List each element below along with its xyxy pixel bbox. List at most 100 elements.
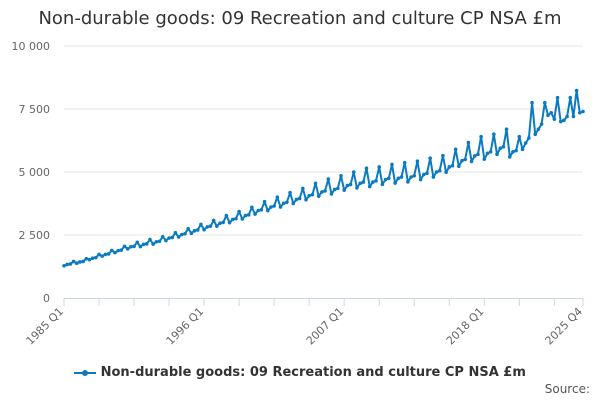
data-point (549, 110, 553, 115)
data-point (571, 114, 576, 119)
data-point (173, 230, 178, 235)
data-point (415, 159, 420, 163)
data-point (256, 208, 261, 213)
data-point (243, 213, 248, 218)
data-point (154, 240, 159, 244)
x-tick-label: 2025 Q4 (543, 305, 586, 348)
data-point (90, 256, 95, 260)
data-point (180, 232, 184, 237)
data-point (377, 165, 382, 169)
data-point (558, 119, 563, 124)
data-point (364, 166, 369, 171)
data-point (348, 182, 353, 187)
data-point (215, 224, 219, 228)
y-tick-label: 2 500 (19, 229, 51, 242)
data-point (482, 157, 487, 161)
data-point (100, 254, 105, 258)
data-point (148, 237, 152, 242)
data-point (345, 183, 350, 188)
data-point (176, 235, 181, 239)
data-point (221, 220, 226, 225)
data-point (113, 250, 117, 255)
data-point (125, 247, 130, 251)
data-point (412, 173, 417, 178)
data-point (192, 228, 197, 233)
data-point (361, 180, 366, 184)
data-point (205, 225, 210, 229)
data-point (428, 156, 432, 160)
data-point (504, 127, 509, 131)
data-point (81, 259, 85, 264)
data-point (138, 244, 143, 249)
data-point (437, 168, 442, 173)
data-point (259, 208, 264, 212)
legend-line-icon (74, 369, 97, 376)
data-point (135, 240, 140, 245)
data-point (132, 244, 136, 249)
data-point (514, 148, 518, 153)
data-point (301, 186, 305, 191)
x-tick-label: 1996 Q1 (164, 305, 207, 348)
data-point (237, 209, 241, 214)
data-point (275, 195, 280, 199)
data-point (208, 224, 213, 228)
data-point (94, 255, 98, 260)
data-point (555, 95, 560, 100)
data-point (393, 181, 397, 185)
data-point (409, 175, 413, 179)
data-point (323, 189, 327, 193)
data-point (355, 186, 359, 190)
data-point (517, 134, 522, 139)
legend[interactable]: Non-durable goods: 09 Recreation and cul… (0, 365, 600, 380)
data-point (492, 132, 496, 136)
data-point (65, 262, 69, 267)
data-point (523, 141, 528, 145)
data-point (374, 179, 378, 183)
x-tick-label: 2007 Q1 (304, 305, 347, 348)
y-tick-label: 5 000 (19, 166, 51, 179)
data-point (402, 160, 407, 165)
data-point (399, 175, 404, 179)
data-point (488, 150, 493, 154)
data-point (294, 197, 299, 202)
data-point (144, 242, 149, 246)
data-point (183, 231, 187, 236)
data-point (304, 197, 308, 202)
data-point (313, 181, 318, 186)
data-point (199, 222, 203, 227)
data-point (457, 164, 461, 169)
data-point (386, 176, 391, 181)
data-point (383, 177, 388, 182)
source-label: Source: (544, 382, 590, 396)
data-point (371, 180, 375, 184)
data-point (498, 146, 503, 151)
data-point (469, 159, 474, 164)
data-point (463, 157, 467, 162)
data-point (581, 109, 585, 114)
data-point (342, 188, 346, 192)
data-point (336, 186, 340, 191)
data-point (390, 162, 394, 167)
data-point (578, 110, 582, 115)
data-point (425, 171, 429, 176)
data-point (246, 213, 251, 217)
data-point (281, 201, 286, 206)
data-point (167, 236, 171, 240)
data-point (265, 208, 270, 213)
data-point (97, 252, 101, 257)
data-point (565, 114, 569, 119)
data-point (447, 165, 452, 169)
data-point (224, 213, 229, 218)
data-point (507, 155, 512, 159)
data-point (546, 113, 550, 118)
data-point (189, 231, 194, 236)
data-point (396, 176, 401, 181)
data-point (71, 259, 76, 264)
data-point (533, 132, 538, 136)
data-point (380, 182, 385, 187)
data-point (262, 199, 267, 204)
data-point (351, 170, 356, 174)
data-point (495, 152, 499, 157)
data-point (253, 212, 257, 216)
data-point (68, 262, 73, 266)
